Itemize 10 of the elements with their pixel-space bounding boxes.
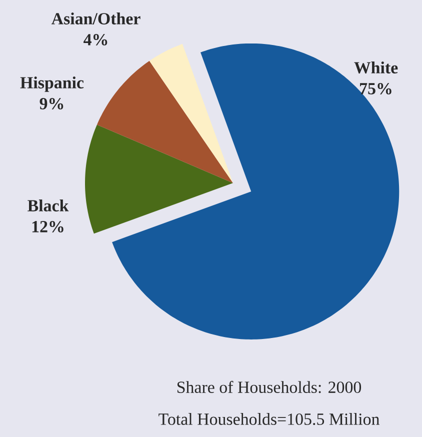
slice-label: White: [354, 62, 398, 74]
slice-label: Black: [28, 200, 69, 212]
data-label: 4%: [84, 34, 108, 46]
data-label: 9%: [40, 98, 64, 110]
slice-label: Asian/Other: [51, 12, 140, 24]
slice-label: Hispanic: [20, 76, 84, 92]
data-label: 12%: [32, 220, 64, 232]
text: Total Households=105.5 Million: [158, 413, 380, 425]
data-label: 75%: [360, 82, 392, 94]
text: Share of Households: 2000: [177, 380, 362, 394]
